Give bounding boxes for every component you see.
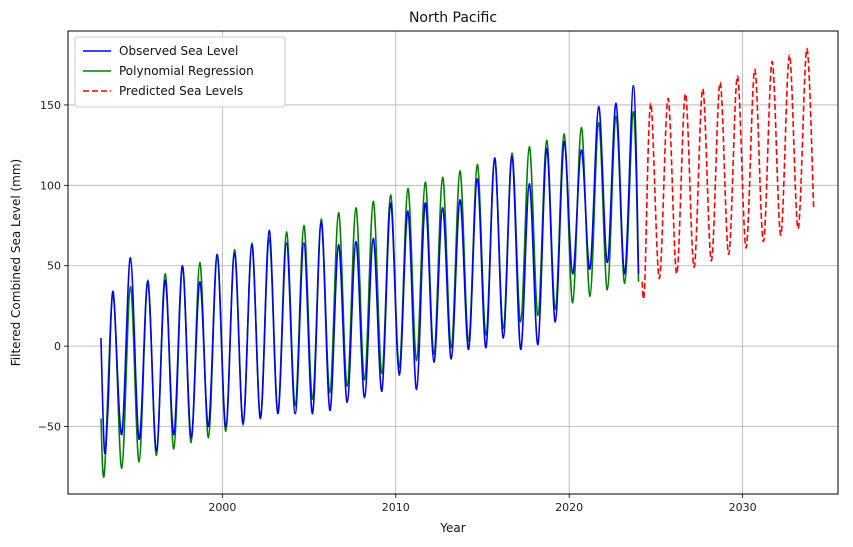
x-axis-label: Year xyxy=(439,521,465,535)
y-tick-label: 100 xyxy=(40,179,61,192)
x-tick-label: 2030 xyxy=(729,501,757,514)
legend-box xyxy=(74,36,286,108)
plot-frame xyxy=(67,30,839,495)
y-tick-label: 0 xyxy=(54,340,61,353)
legend: Observed Sea Level Polynomial Regression P… xyxy=(74,36,286,108)
y-tick-label: 50 xyxy=(47,260,61,273)
legend-label: Observed Sea Level xyxy=(119,44,238,58)
x-tick-label: 2000 xyxy=(208,501,236,514)
x-tick-label: 2010 xyxy=(382,501,410,514)
x-tick-label: 2020 xyxy=(555,501,583,514)
y-axis-label: Filtered Combined Sea Level (mm) xyxy=(9,159,23,366)
y-tick-label: −50 xyxy=(38,420,61,433)
chart-title: North Pacific xyxy=(409,10,497,26)
plot-series xyxy=(100,47,815,478)
legend-label: Polynomial Regression xyxy=(119,64,254,78)
series-line-predicted-sea-levels xyxy=(641,47,815,300)
series-line-observed-sea-level xyxy=(100,84,640,455)
axis-ticks: 2000 2010 2020 2030 −50 0 50 100 150 xyxy=(38,99,757,514)
y-tick-label: 150 xyxy=(40,99,61,112)
legend-label: Predicted Sea Levels xyxy=(119,84,243,98)
